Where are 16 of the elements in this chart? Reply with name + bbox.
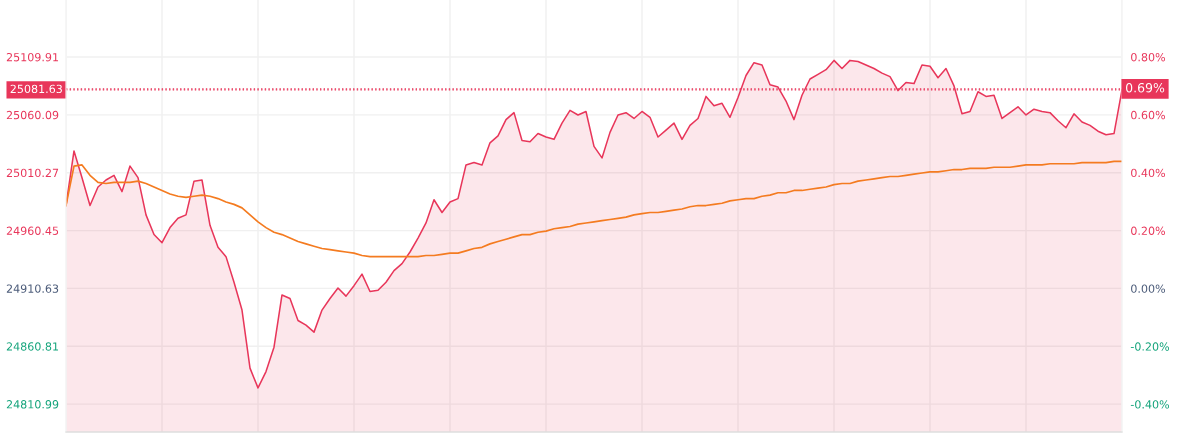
y2-tick-label: 0.20%: [1131, 226, 1166, 235]
ref-line-label: 25081.63: [10, 84, 62, 94]
y-tick-label: 25109.91: [6, 52, 59, 62]
y-tick-label: 24860.81: [6, 342, 59, 351]
y-tick-label: 25060.09: [6, 110, 59, 120]
y-tick-label: 25010.27: [6, 168, 59, 178]
y2-tick-label: 0.60%: [1131, 110, 1166, 120]
ref-line-label: 0.69%: [1125, 83, 1165, 93]
y2-tick-label: -0.20%: [1130, 342, 1170, 351]
y-tick-label: 24810.99: [6, 400, 59, 409]
y-tick-label: 24960.45: [6, 226, 59, 235]
y-tick-label: 24910.63: [6, 284, 59, 293]
y2-tick-label: 0.80%: [1131, 52, 1166, 62]
y2-tick-label: 0.00%: [1131, 284, 1166, 293]
y2-tick-label: 0.40%: [1131, 168, 1166, 178]
y2-tick-label: -0.40%: [1130, 400, 1170, 409]
